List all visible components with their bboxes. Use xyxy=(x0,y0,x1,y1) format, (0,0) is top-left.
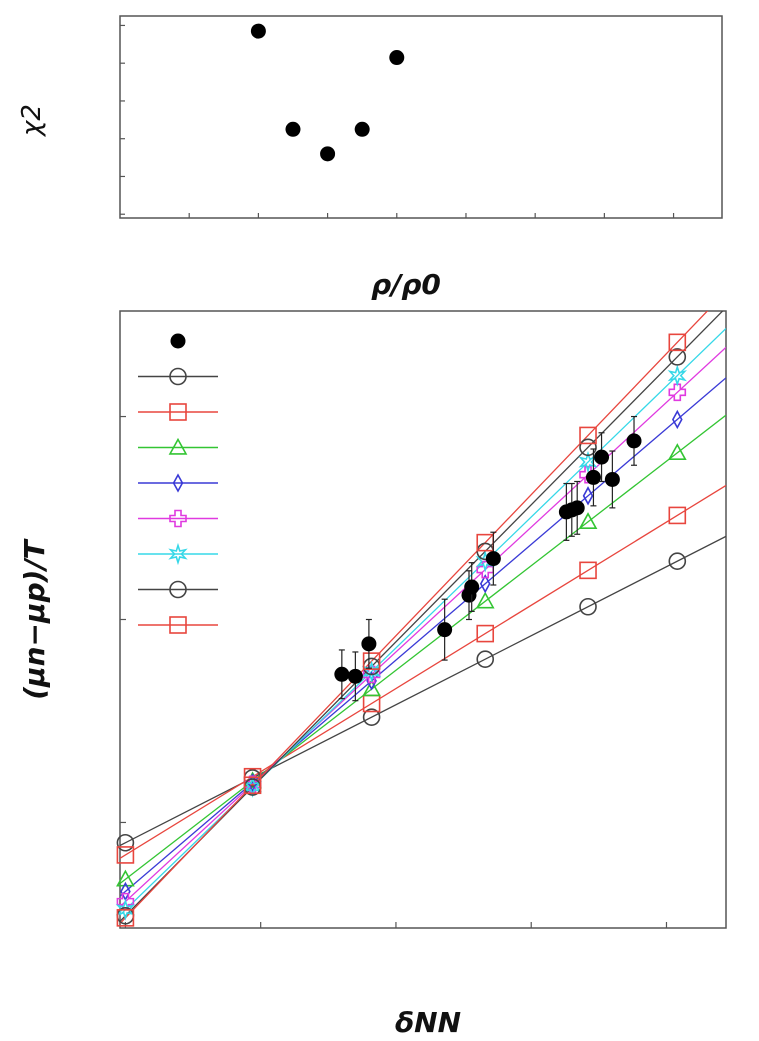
exp-point xyxy=(464,579,480,595)
model-line xyxy=(120,414,726,884)
chi2-panel: ρ/ρ0 χ2 xyxy=(17,15,723,301)
model-marker xyxy=(579,426,597,445)
exp-point xyxy=(569,500,585,516)
legend-marker xyxy=(169,580,187,599)
chi2-y-axis-label: χ2 xyxy=(17,104,47,138)
model-line xyxy=(120,484,726,859)
model-marker xyxy=(362,679,381,697)
model-line xyxy=(120,346,726,908)
exp-point xyxy=(347,668,363,684)
model-marker xyxy=(362,652,381,670)
model-marker xyxy=(579,597,597,616)
mu-x-axis-label: δNN xyxy=(395,1006,461,1039)
model-marker xyxy=(116,833,135,852)
legend-marker xyxy=(168,437,188,455)
model-marker xyxy=(668,552,687,571)
mu-y-axis-label: (μn−μp)/T xyxy=(18,538,51,699)
model-marker xyxy=(671,409,683,430)
exp-point xyxy=(361,636,377,652)
chi2-point xyxy=(354,121,370,137)
exp-point xyxy=(594,449,610,465)
model-line xyxy=(120,377,726,897)
chi2-ticks xyxy=(120,24,675,218)
legend-marker-exp xyxy=(170,333,186,349)
model-marker xyxy=(667,364,688,387)
exp-point xyxy=(334,666,350,682)
model-line xyxy=(120,328,726,916)
exp-point xyxy=(485,551,501,567)
model-marker xyxy=(476,650,495,668)
model-marker xyxy=(475,591,495,609)
legend-marker xyxy=(168,542,188,566)
mu-plot-frame xyxy=(119,310,727,929)
exp-points xyxy=(334,415,642,702)
model-marker xyxy=(115,898,136,921)
model-line xyxy=(120,311,709,924)
mu-panel: δNN (μn−μp)/T xyxy=(18,310,727,1039)
legend-marker xyxy=(169,403,187,421)
model-marker xyxy=(667,443,687,461)
legend-marker xyxy=(169,367,187,386)
model-marker xyxy=(116,869,135,887)
model-marker xyxy=(243,776,262,795)
legend-marker xyxy=(172,473,184,493)
model-marker xyxy=(668,333,687,352)
chi2-point xyxy=(250,23,266,39)
chi2-point xyxy=(285,121,301,137)
model-lines xyxy=(120,311,726,924)
model-marker xyxy=(578,512,598,530)
chi2-plot-frame xyxy=(119,15,723,219)
legend xyxy=(138,333,218,634)
model-line xyxy=(120,535,726,847)
chi2-x-axis-label: ρ/ρ0 xyxy=(371,268,441,301)
model-marker xyxy=(476,624,495,643)
model-marker xyxy=(582,486,594,506)
legend-marker xyxy=(169,509,187,528)
exp-point xyxy=(604,471,620,487)
chi2-point xyxy=(320,146,336,162)
chi2-point xyxy=(389,50,405,66)
exp-point xyxy=(626,433,642,449)
model-marker xyxy=(479,574,491,594)
model-marker xyxy=(668,348,687,366)
model-marker xyxy=(116,909,135,927)
model-markers xyxy=(115,333,688,927)
exp-point xyxy=(585,469,601,485)
legend-marker xyxy=(169,616,187,634)
model-marker xyxy=(579,561,597,580)
model-marker xyxy=(362,708,381,726)
model-marker xyxy=(116,846,135,864)
chi2-points xyxy=(250,23,405,162)
model-marker xyxy=(668,506,687,525)
model-marker xyxy=(668,383,687,402)
exp-point xyxy=(437,622,453,638)
mu-ticks xyxy=(120,415,668,928)
model-marker xyxy=(579,438,597,457)
